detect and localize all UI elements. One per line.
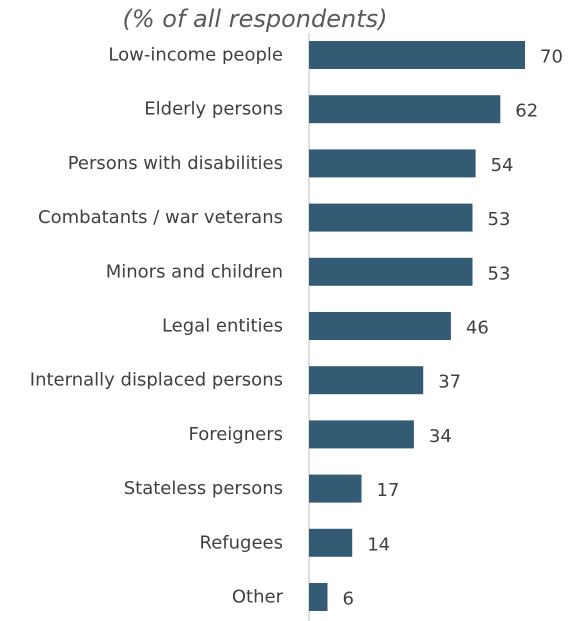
value-label-0: 70 — [540, 47, 563, 68]
category-label-0: Low-income people — [108, 45, 283, 66]
value-label-4: 53 — [488, 263, 511, 284]
bar-5 — [309, 312, 451, 340]
bar-6 — [309, 366, 424, 395]
category-label-6: Internally displaced persons — [30, 370, 283, 391]
category-label-1: Elderly persons — [144, 99, 283, 120]
value-label-7: 34 — [429, 426, 452, 447]
bar-9 — [309, 528, 353, 557]
category-label-10: Other — [232, 587, 284, 608]
bar-1 — [309, 95, 501, 124]
category-label-8: Stateless persons — [124, 478, 283, 499]
value-label-9: 14 — [367, 534, 390, 555]
chart-subtitle: (% of all respondents) — [123, 5, 388, 33]
bar-2 — [309, 149, 476, 178]
bar-3 — [309, 203, 473, 232]
bars-group — [309, 41, 525, 611]
value-label-2: 54 — [491, 155, 514, 176]
category-label-7: Foreigners — [189, 424, 284, 445]
value-label-10: 6 — [343, 589, 354, 610]
bar-7 — [309, 420, 414, 449]
category-labels-group: Low-income people Elderly persons Persons … — [30, 45, 284, 608]
category-label-4: Minors and children — [106, 261, 283, 282]
bar-0 — [309, 41, 525, 69]
value-label-8: 17 — [377, 480, 400, 501]
value-label-1: 62 — [515, 101, 538, 122]
category-label-5: Legal entities — [162, 316, 283, 337]
category-label-3: Combatants / war veterans — [38, 207, 283, 228]
value-label-5: 46 — [466, 318, 489, 339]
category-label-9: Refugees — [200, 532, 283, 553]
value-label-3: 53 — [488, 209, 511, 230]
value-labels-group: 70 62 54 53 53 46 37 34 17 14 6 — [343, 47, 563, 610]
value-label-6: 37 — [438, 372, 461, 393]
bar-4 — [309, 257, 473, 286]
bar-10 — [309, 583, 328, 611]
bar-8 — [309, 474, 362, 503]
category-label-2: Persons with disabilities — [68, 153, 283, 174]
